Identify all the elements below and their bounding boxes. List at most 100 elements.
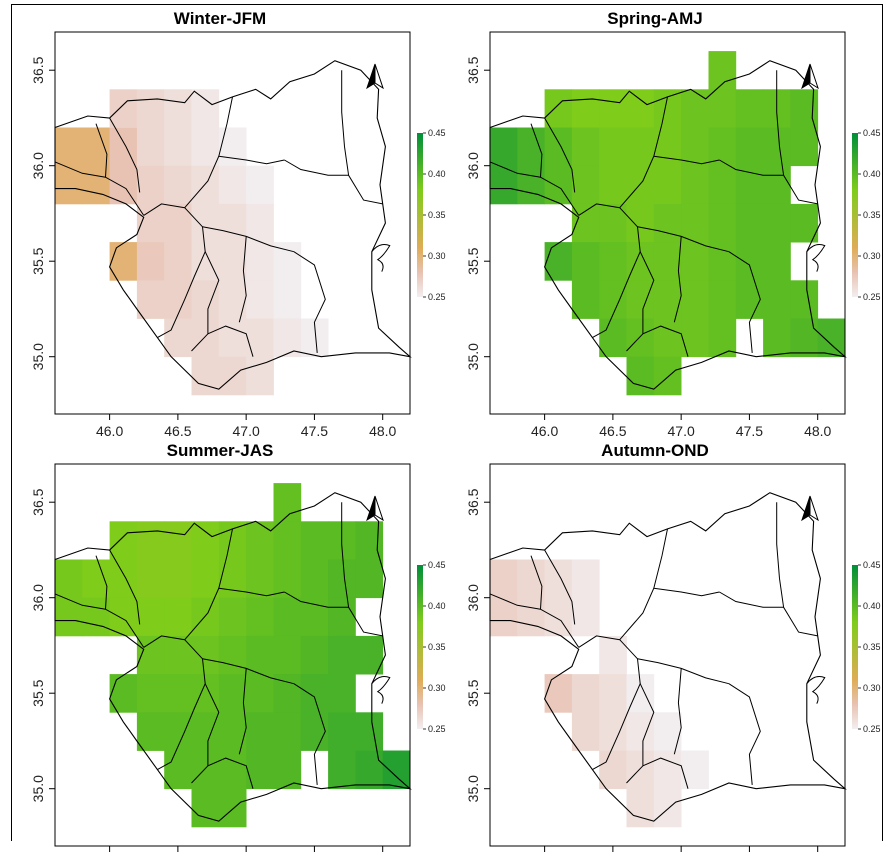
heatmap-cell [191,788,220,828]
heatmap-cell [218,521,247,560]
heatmap-cell [328,674,356,713]
heatmap-cell [355,635,384,675]
heatmap-cell [191,635,220,675]
x-tick-label: 48.0 [804,423,831,439]
north-arrow-icon [801,63,819,90]
county-boundary [207,325,254,357]
colorbar-tick-label: 0.40 [863,169,881,179]
county-boundary [95,123,108,178]
panel-title: Autumn-OND [601,441,709,460]
county-boundary [544,117,576,193]
river-line [371,244,391,272]
county-boundary [673,668,682,755]
heatmap-cell [273,712,302,751]
heatmap-cell [191,318,220,358]
heatmap-cell [599,165,627,205]
y-tick-label: 35.5 [465,247,481,274]
y-tick-label: 35.5 [465,679,481,706]
heatmap-cell [653,203,682,243]
heatmap-cell [355,712,384,751]
heatmap-cell [681,127,709,167]
heatmap-cell [136,242,165,281]
heatmap-cell [653,712,682,751]
heatmap-cell [355,750,384,790]
heatmap-cell [246,712,274,751]
heatmap-cell [191,203,220,243]
heatmap-cell [246,203,274,243]
heatmap-cell [164,597,192,637]
north-arrow-icon [366,495,384,522]
heatmap-cell [136,89,165,128]
map-panel-spring: Spring-AMJ 46.0 46.5 47.0 47.5 48.0 35.0 35.5 36… [435,0,881,439]
heatmap-cell [490,597,518,637]
heatmap-cell [246,674,274,713]
heatmap-cell [328,635,356,675]
heatmap-cell [109,559,138,599]
heatmap-cell [790,318,819,358]
heatmap-cell [191,521,220,560]
y-tick-label: 36.0 [30,152,46,179]
heatmap-cell [246,521,274,560]
y-tick-label: 36.5 [30,488,46,515]
north-arrow-right-half [374,63,384,90]
heatmap-cell [136,280,165,319]
north-arrow-right-half [809,63,819,90]
map-panel-winter: Winter-JFM 46.0 46.5 47.0 47.5 48.0 35.0 35.5 36… [0,0,446,439]
heatmap-cell [599,318,627,358]
heatmap-cell [191,356,220,396]
heatmap-cell [164,521,192,560]
map-panel-summer: Summer-JAS46.046.547.047.548.035.035.536… [0,432,446,852]
colorbar-tick-label: 0.30 [863,251,881,261]
heatmap-cell [164,635,192,675]
heatmap-cell [109,521,138,560]
heatmap-cell [218,318,247,358]
heatmap-cell [599,750,627,790]
heatmap-cells [490,51,846,396]
colorbar-tick-label: 0.25 [428,292,446,302]
heatmap-cell [136,597,165,637]
county-boundary [191,683,220,784]
x-tick-label: 47.0 [668,423,695,439]
heatmap-cell [164,750,192,790]
heatmap-cell [246,280,274,319]
plot-frame [54,31,411,415]
heatmap-cell [490,559,518,599]
heatmap-cell [708,203,737,243]
heatmap-cell [790,127,819,167]
county-boundary [637,226,730,253]
heatmap-cell [735,165,764,205]
heatmap-cell [273,521,302,560]
heatmap-cell [763,318,791,358]
y-tick-label: 35.0 [30,343,46,370]
heatmap-cell [653,242,682,281]
heatmap-cell [273,318,302,358]
heatmap-cell [735,127,764,167]
heatmap-cell [55,597,83,637]
colorbar-tick-label: 0.35 [428,642,446,652]
county-boundary [54,593,145,648]
heatmap-cell [218,674,247,713]
y-tick-label: 35.0 [465,343,481,370]
county-boundary [489,593,580,648]
heatmap-cell [626,242,655,281]
x-tick-label: 46.0 [531,423,558,439]
figure-frame-right [882,4,883,841]
heatmap-cell [109,89,138,128]
heatmap-cell [571,712,600,751]
heatmap-cells [490,559,709,828]
county-boundary [776,70,818,205]
county-boundary [238,668,247,755]
heatmap-cell [218,280,247,319]
province-boundary [54,60,412,390]
heatmap-cell [653,750,682,790]
county-boundary [341,70,383,205]
county-boundary [95,555,108,610]
colorbar-tick-label: 0.25 [863,724,881,734]
county-boundary [728,251,761,353]
heatmap-cell [763,280,791,319]
heatmap-cell [273,559,302,599]
figure-frame-left [11,4,12,841]
heatmap-cell [626,712,655,751]
heatmap-cell [681,89,709,128]
heatmap-cell [681,203,709,243]
